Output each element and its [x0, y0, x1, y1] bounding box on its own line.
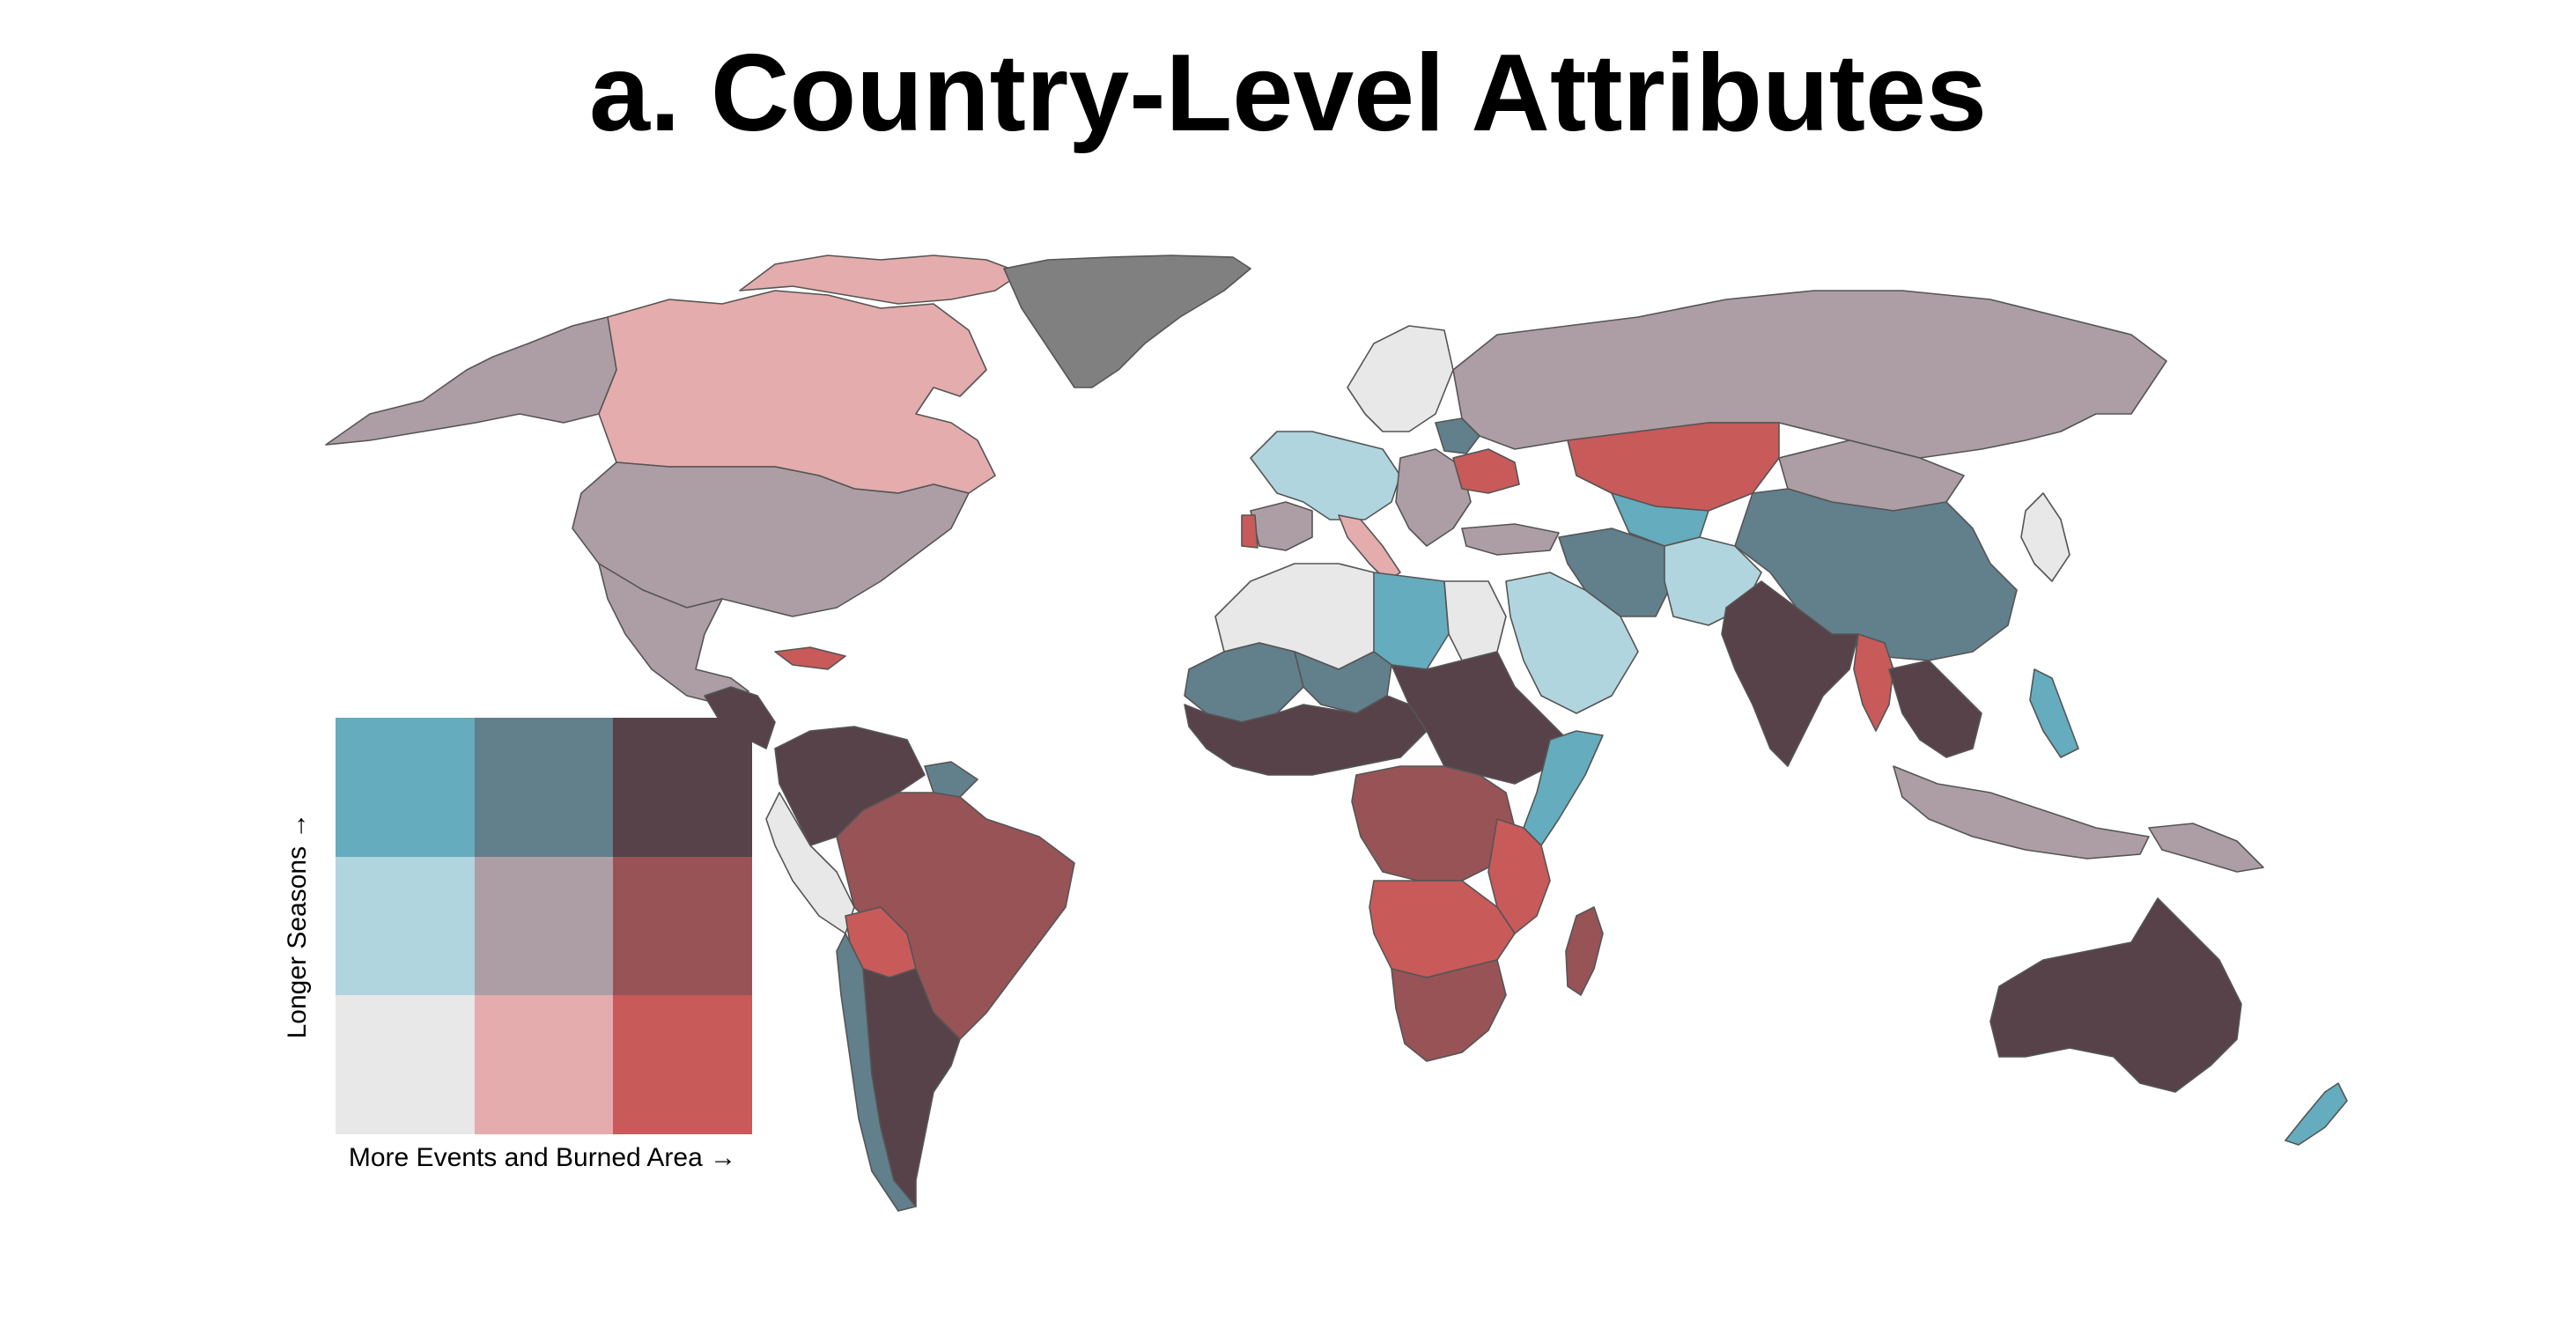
country-scandinavia	[1347, 325, 1454, 432]
country-belarus	[1435, 417, 1480, 454]
country-portugal	[1241, 514, 1258, 549]
country-ecuador-peru	[765, 792, 855, 934]
bivariate-legend	[336, 718, 752, 1134]
country-china	[1734, 488, 2018, 661]
legend-cell-r2c0	[336, 995, 475, 1134]
legend-y-axis-label-text: Longer Seasons →	[283, 812, 312, 1039]
country-japan-korea	[2020, 492, 2070, 582]
country-madagascar	[1565, 906, 1604, 996]
country-greenland	[1003, 255, 1251, 388]
legend-cell-r0c0	[336, 718, 475, 857]
legend-cell-r2c2	[613, 995, 752, 1134]
country-myanmar	[1853, 633, 1894, 732]
country-east-africa	[1487, 818, 1551, 934]
country-argentina	[862, 968, 961, 1207]
page-title: a. Country-Level Attributes	[589, 33, 1987, 154]
country-iberia	[1250, 501, 1313, 551]
legend-cell-r1c0	[336, 856, 475, 996]
legend-cell-r0c2	[613, 718, 752, 857]
country-kazakhstan	[1567, 422, 1780, 512]
country-western-europe	[1250, 431, 1401, 520]
legend-cell-r2c1	[474, 995, 614, 1134]
country-papua-new-guinea	[2148, 823, 2264, 873]
legend-cell-r1c2	[613, 856, 752, 996]
country-guianas	[924, 761, 978, 798]
country-alaska	[325, 316, 644, 446]
legend-cell-r0c1	[474, 718, 614, 857]
country-russia	[1452, 290, 2167, 459]
country-ukraine	[1452, 448, 1520, 494]
legend-x-axis-label: More Events and Burned Area →	[348, 1143, 737, 1172]
country-australia	[1989, 897, 2242, 1093]
country-india	[1721, 580, 1859, 767]
country-new-zealand	[2284, 1082, 2348, 1146]
country-indochina	[1888, 660, 1982, 758]
country-malaysia-indonesia	[1893, 765, 2150, 860]
country-mexico	[598, 563, 749, 705]
country-arabia	[1505, 572, 1639, 714]
country-mauritania-mali	[1184, 642, 1304, 723]
country-canada	[598, 290, 996, 494]
country-eastern-europe	[1395, 448, 1472, 547]
country-turkey	[1461, 523, 1560, 556]
country-iran	[1558, 528, 1674, 617]
country-philippines	[2029, 668, 2079, 758]
country-southern-africa	[1391, 959, 1507, 1062]
country-egypt	[1443, 580, 1507, 661]
country-cuba	[774, 646, 846, 670]
legend-cell-r1c1	[474, 856, 614, 996]
country-libya	[1373, 572, 1450, 670]
country-somalia	[1523, 730, 1604, 846]
